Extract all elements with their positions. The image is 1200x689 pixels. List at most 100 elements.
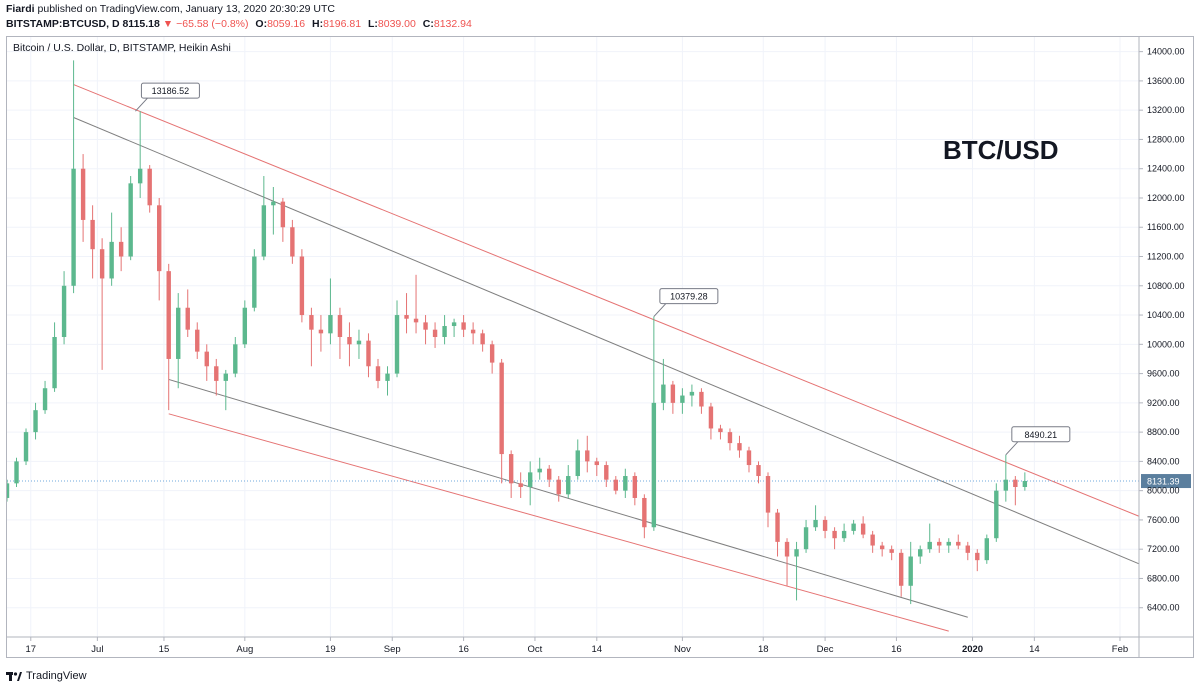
candle-down[interactable] (613, 476, 619, 495)
candle-up[interactable] (984, 534, 989, 564)
candle-down[interactable] (822, 516, 828, 539)
candle-up[interactable] (328, 278, 333, 345)
candle-up[interactable] (394, 300, 400, 378)
trendline-lower-red[interactable] (168, 413, 949, 632)
candle-down[interactable] (366, 333, 371, 378)
candle-up[interactable] (442, 315, 447, 345)
candle-down[interactable] (594, 457, 599, 477)
candle-down[interactable] (832, 527, 837, 550)
candle-up[interactable] (14, 457, 19, 487)
candle-up[interactable] (803, 519, 809, 553)
candle-down[interactable] (879, 541, 885, 557)
candle-down[interactable] (547, 465, 552, 487)
chart-frame[interactable]: Bitcoin / U.S. Dollar, D, BITSTAMP, Heik… (6, 36, 1194, 658)
candle-down[interactable] (585, 435, 590, 473)
publisher-name[interactable]: Fiardi (6, 3, 35, 15)
candle-up[interactable] (794, 541, 799, 601)
trendlines[interactable] (73, 84, 1140, 632)
candle-down[interactable] (166, 263, 171, 411)
candle-up[interactable] (927, 523, 932, 553)
price-callout[interactable]: 8490.21 (1005, 426, 1071, 456)
candle-down[interactable] (147, 165, 152, 213)
candle-down[interactable] (604, 461, 609, 487)
candle-up[interactable] (851, 519, 856, 535)
candle-down[interactable] (699, 388, 704, 414)
candle-up[interactable] (128, 176, 133, 261)
candle-up[interactable] (271, 187, 276, 235)
candle-up[interactable] (7, 479, 10, 502)
chart-canvas[interactable]: Bitcoin / U.S. Dollar, D, BITSTAMP, Heik… (7, 37, 1193, 657)
candle-down[interactable] (518, 472, 523, 498)
candle-up[interactable] (223, 369, 228, 411)
candle-down[interactable] (784, 538, 790, 586)
candle-up[interactable] (841, 523, 847, 542)
candle-up[interactable] (527, 461, 533, 506)
candle-down[interactable] (185, 289, 190, 337)
candle-up[interactable] (176, 293, 181, 389)
candle-down[interactable] (670, 380, 676, 414)
candle-up[interactable] (651, 316, 657, 531)
candle-down[interactable] (1013, 476, 1018, 506)
candle-up[interactable] (233, 337, 238, 378)
candle-down[interactable] (299, 249, 305, 323)
candle-up[interactable] (23, 428, 29, 466)
candle-down[interactable] (956, 534, 961, 550)
candle-down[interactable] (870, 530, 875, 553)
candle-up[interactable] (33, 402, 38, 440)
candle-down[interactable] (765, 472, 771, 528)
callouts[interactable]: 13186.52 10379.28 8490.21 (135, 82, 1071, 456)
candle-down[interactable] (708, 402, 714, 440)
candle-up[interactable] (918, 545, 923, 564)
candle-down[interactable] (80, 154, 86, 242)
price-callout[interactable]: 13186.52 (135, 82, 200, 112)
candle-down[interactable] (432, 322, 438, 348)
candle-up[interactable] (261, 176, 267, 261)
candle-down[interactable] (470, 322, 476, 345)
candle-up[interactable] (623, 468, 628, 498)
candle-up[interactable] (537, 457, 542, 480)
candle-down[interactable] (157, 197, 162, 301)
price-axis[interactable]: 6400.00 6800.00 7200.00 7600.00 8000.00 8400.… (1138, 37, 1185, 657)
candle-up[interactable] (42, 380, 48, 414)
candle-down[interactable] (889, 545, 894, 561)
candle-down[interactable] (309, 307, 314, 367)
candle-up[interactable] (575, 439, 580, 480)
candle-down[interactable] (337, 307, 343, 359)
candle-up[interactable] (451, 318, 457, 337)
candle-up[interactable] (242, 300, 248, 348)
candle-down[interactable] (727, 428, 733, 451)
candle-down[interactable] (195, 322, 200, 359)
candle-up[interactable] (61, 271, 67, 345)
candle-down[interactable] (90, 205, 95, 279)
candle-down[interactable] (280, 197, 286, 242)
candle-down[interactable] (975, 549, 980, 572)
candle-down[interactable] (214, 358, 219, 396)
candle-down[interactable] (965, 541, 970, 561)
candle-down[interactable] (746, 446, 752, 473)
candle-down[interactable] (118, 227, 124, 272)
candle-up[interactable] (109, 212, 114, 286)
candle-down[interactable] (489, 340, 495, 374)
candle-down[interactable] (204, 344, 209, 381)
price-callout[interactable]: 10379.28 (653, 288, 719, 317)
candle-down[interactable] (347, 322, 352, 367)
candle-down[interactable] (290, 219, 295, 264)
candle-down[interactable] (375, 358, 381, 389)
candle-up[interactable] (813, 505, 818, 531)
candle-down[interactable] (99, 238, 105, 370)
candle-down[interactable] (508, 450, 514, 498)
candle-down[interactable] (898, 549, 904, 597)
candle-up[interactable] (71, 60, 76, 294)
candle-down[interactable] (718, 424, 723, 440)
candle-down[interactable] (775, 508, 780, 557)
trendline-lower-gray[interactable] (168, 378, 968, 618)
candle-down[interactable] (556, 476, 561, 502)
time-axis[interactable]: 17 Jul 15 Aug 19 Sep 16 Oct 14 Nov 18 Dec 16 2020 14 Fe… (7, 636, 1193, 655)
candle-up[interactable] (680, 388, 685, 414)
candle-up[interactable] (908, 541, 913, 605)
candle-up[interactable] (566, 465, 571, 498)
candle-up[interactable] (1003, 454, 1009, 502)
tradingview-brand[interactable]: TradingView (26, 670, 87, 682)
candle-down[interactable] (423, 315, 428, 345)
candle-up[interactable] (994, 483, 999, 542)
